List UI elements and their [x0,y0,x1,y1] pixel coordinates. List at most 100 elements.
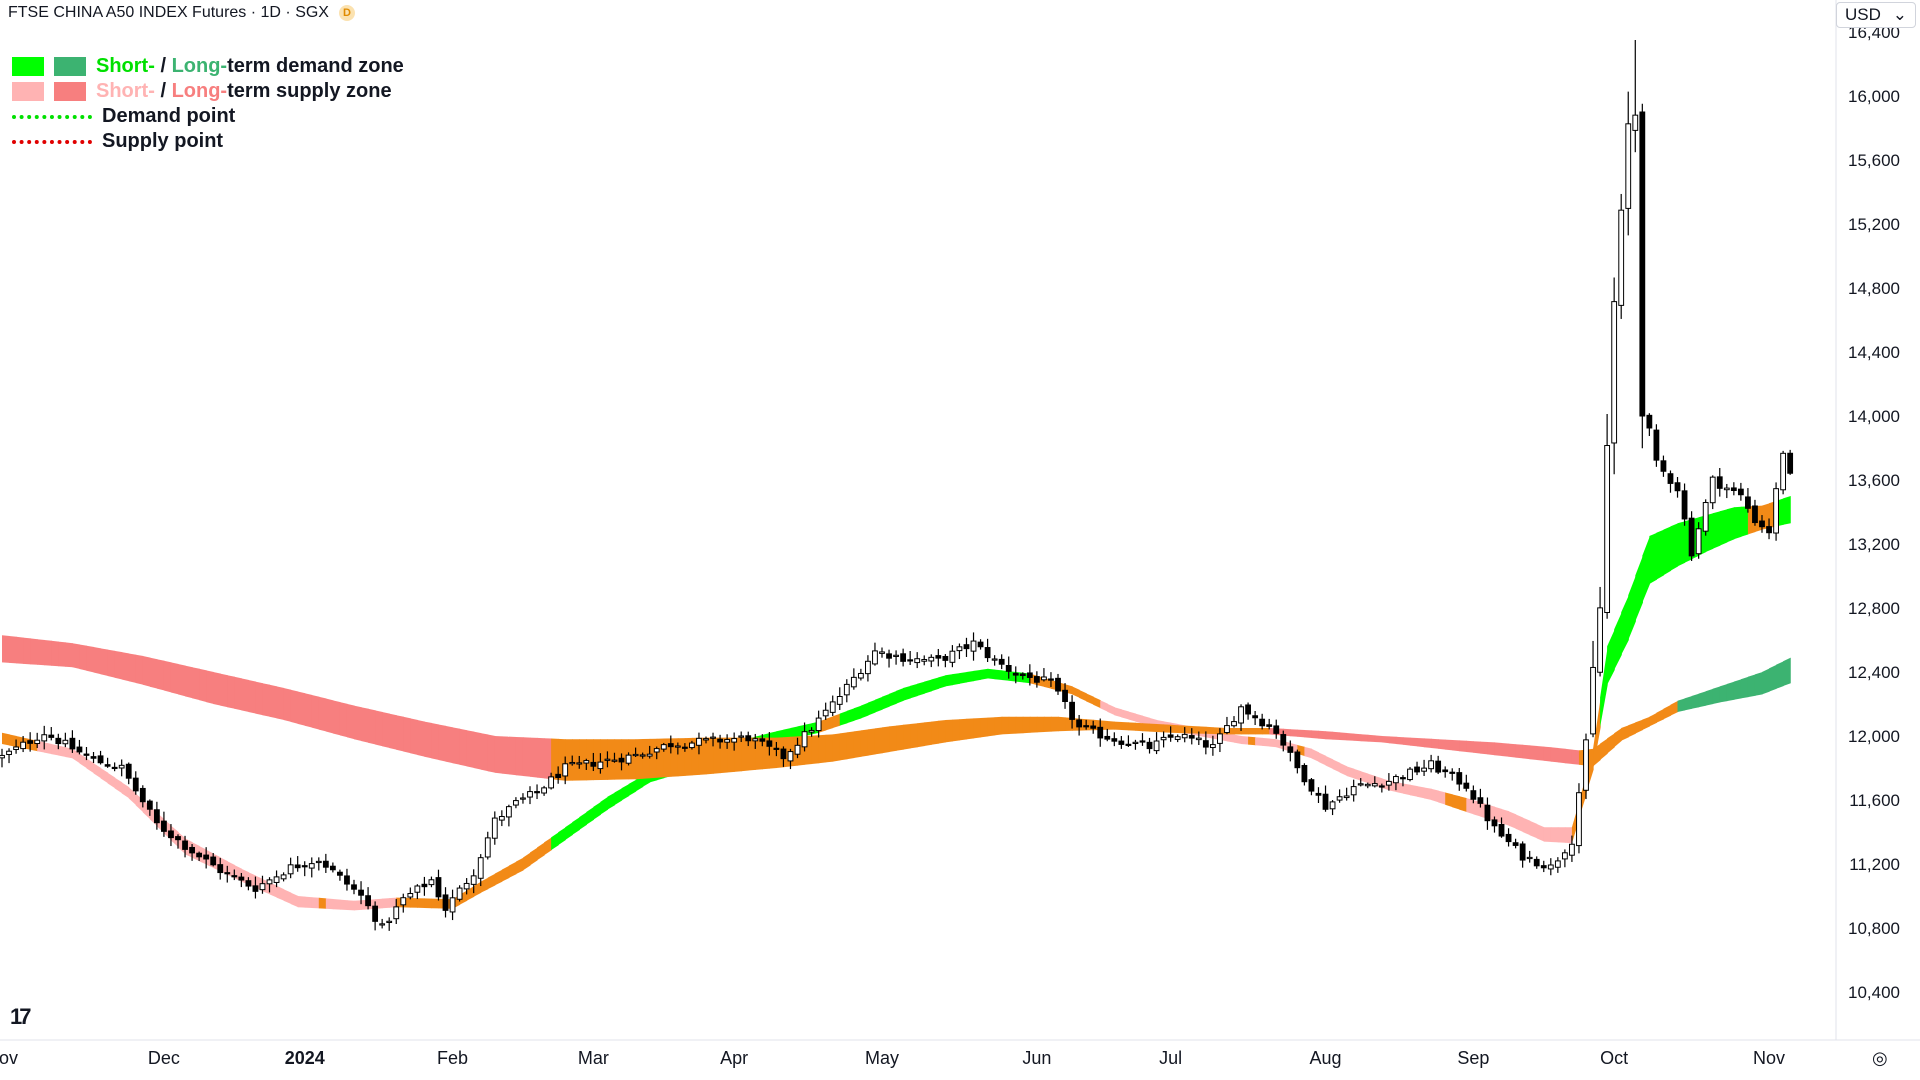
candle-body-up [407,893,414,898]
short-term-zone-segment [121,782,130,799]
short-term-zone-segment [339,899,348,910]
short-term-zone-segment [1543,827,1552,842]
short-term-zone-segment [1100,700,1108,712]
candle-body-up [520,797,526,800]
short-term-zone-segment [1360,771,1369,784]
short-term-zone-segment [1740,506,1749,537]
candle [928,654,935,668]
short-term-zone-segment [959,672,968,684]
short-demand-swatch [12,57,44,76]
candle [583,758,590,770]
candle [773,741,780,757]
candle [1463,774,1470,792]
candle-body-down [1055,677,1061,692]
long-term-zone-segment [135,654,144,685]
candle [69,730,76,753]
candle-body-up [6,750,12,756]
candle [1583,733,1589,800]
candle-body-down [329,865,336,871]
long-term-zone-segment [410,718,418,756]
candle [1470,785,1477,804]
candle-body-down [1512,842,1519,846]
short-term-zone-segment [1508,811,1517,829]
short-term-zone-segment [1135,713,1144,724]
long-term-zone-segment [487,734,496,773]
candle [90,751,97,764]
candle-body-down [365,895,371,907]
candle [1407,766,1413,782]
short-term-zone-segment [1607,629,1615,685]
candle-body-up [1526,856,1533,860]
short-term-zone-segment [530,847,538,866]
candle [935,648,942,667]
long-term-zone-segment [642,738,651,779]
candle [618,753,625,771]
short-term-zone-segment [1086,693,1094,705]
candle-body-up [731,738,738,743]
candle [97,750,104,765]
settings-icon[interactable]: ◎ [1872,1048,1888,1068]
candle [1076,714,1083,736]
candle-body-up [1780,452,1787,491]
candle-body-up [801,731,808,748]
candle-body-down [1400,777,1406,780]
currency-selector[interactable]: USD ⌄ [1836,2,1916,28]
long-term-zone-segment [1128,722,1137,731]
short-term-zone-segment [1529,820,1538,839]
time-tick-label: 2024 [285,1048,325,1068]
short-term-zone-segment [508,861,517,878]
candle-body-down [1273,725,1280,734]
candle-body-up [1343,795,1350,799]
candle-body-down [161,820,167,832]
price-tick-label: 11,200 [1849,855,1900,874]
candle-body-down [1012,672,1019,676]
time-axis[interactable]: Nov Dec 2024 Feb Mar Apr May Jun Jul Aug Sep Oct Nov [0,1048,1785,1068]
long-term-zone-segment [973,718,982,739]
candle [1632,40,1639,153]
short-term-zone-segment [290,892,299,908]
candle [1055,673,1061,695]
candle [1737,482,1744,501]
price-axis[interactable]: 10,400 10,800 11,200 11,600 12,000 12,400 12,8… [1848,23,1900,1002]
short-term-zone-segment [980,668,989,680]
short-term-zone-segment [93,763,102,779]
candle [1104,728,1111,742]
short-term-zone-segment [382,898,390,909]
candle [238,872,245,888]
long-term-zone-segment [1747,674,1756,698]
long-term-zone-segment [776,737,785,768]
candle-body-down [1118,740,1125,745]
short-term-zone-segment [558,827,566,846]
candle-body-down [27,740,34,744]
candle-body-down [935,655,942,659]
candle-body-down [745,735,752,742]
candle [801,722,808,752]
legend-supply-point: Supply point [12,129,404,154]
long-term-zone-segment [389,713,397,750]
candle-body-up [949,650,956,663]
candle-body-down [1484,804,1491,822]
long-term-zone-segment [9,636,17,664]
candle [329,862,336,873]
short-term-zone-segment [1550,827,1559,843]
candle-body-down [104,764,111,767]
candle-body-down [1315,792,1322,796]
long-term-zone-segment [734,737,742,772]
short-term-zone-segment [1241,736,1249,745]
legend-long-text: Long- [171,80,228,102]
long-term-zone-segment [586,739,594,781]
tradingview-logo[interactable]: 17 [10,1004,32,1029]
long-term-zone-segment [1142,723,1151,732]
long-term-zone-segment [1318,730,1327,740]
candle [210,853,217,867]
candle [301,861,308,877]
long-supply-swatch [54,82,86,101]
candle-body-down [681,746,688,749]
symbol-title-bar[interactable]: FTSE CHINA A50 INDEX Futures · 1D · SGX … [8,4,355,22]
candle-body-down [1660,460,1667,472]
candle-body-up [1385,780,1392,786]
long-term-zone-segment [713,737,721,774]
short-term-zone-segment [2,732,10,746]
delayed-data-badge[interactable]: D [338,5,355,21]
